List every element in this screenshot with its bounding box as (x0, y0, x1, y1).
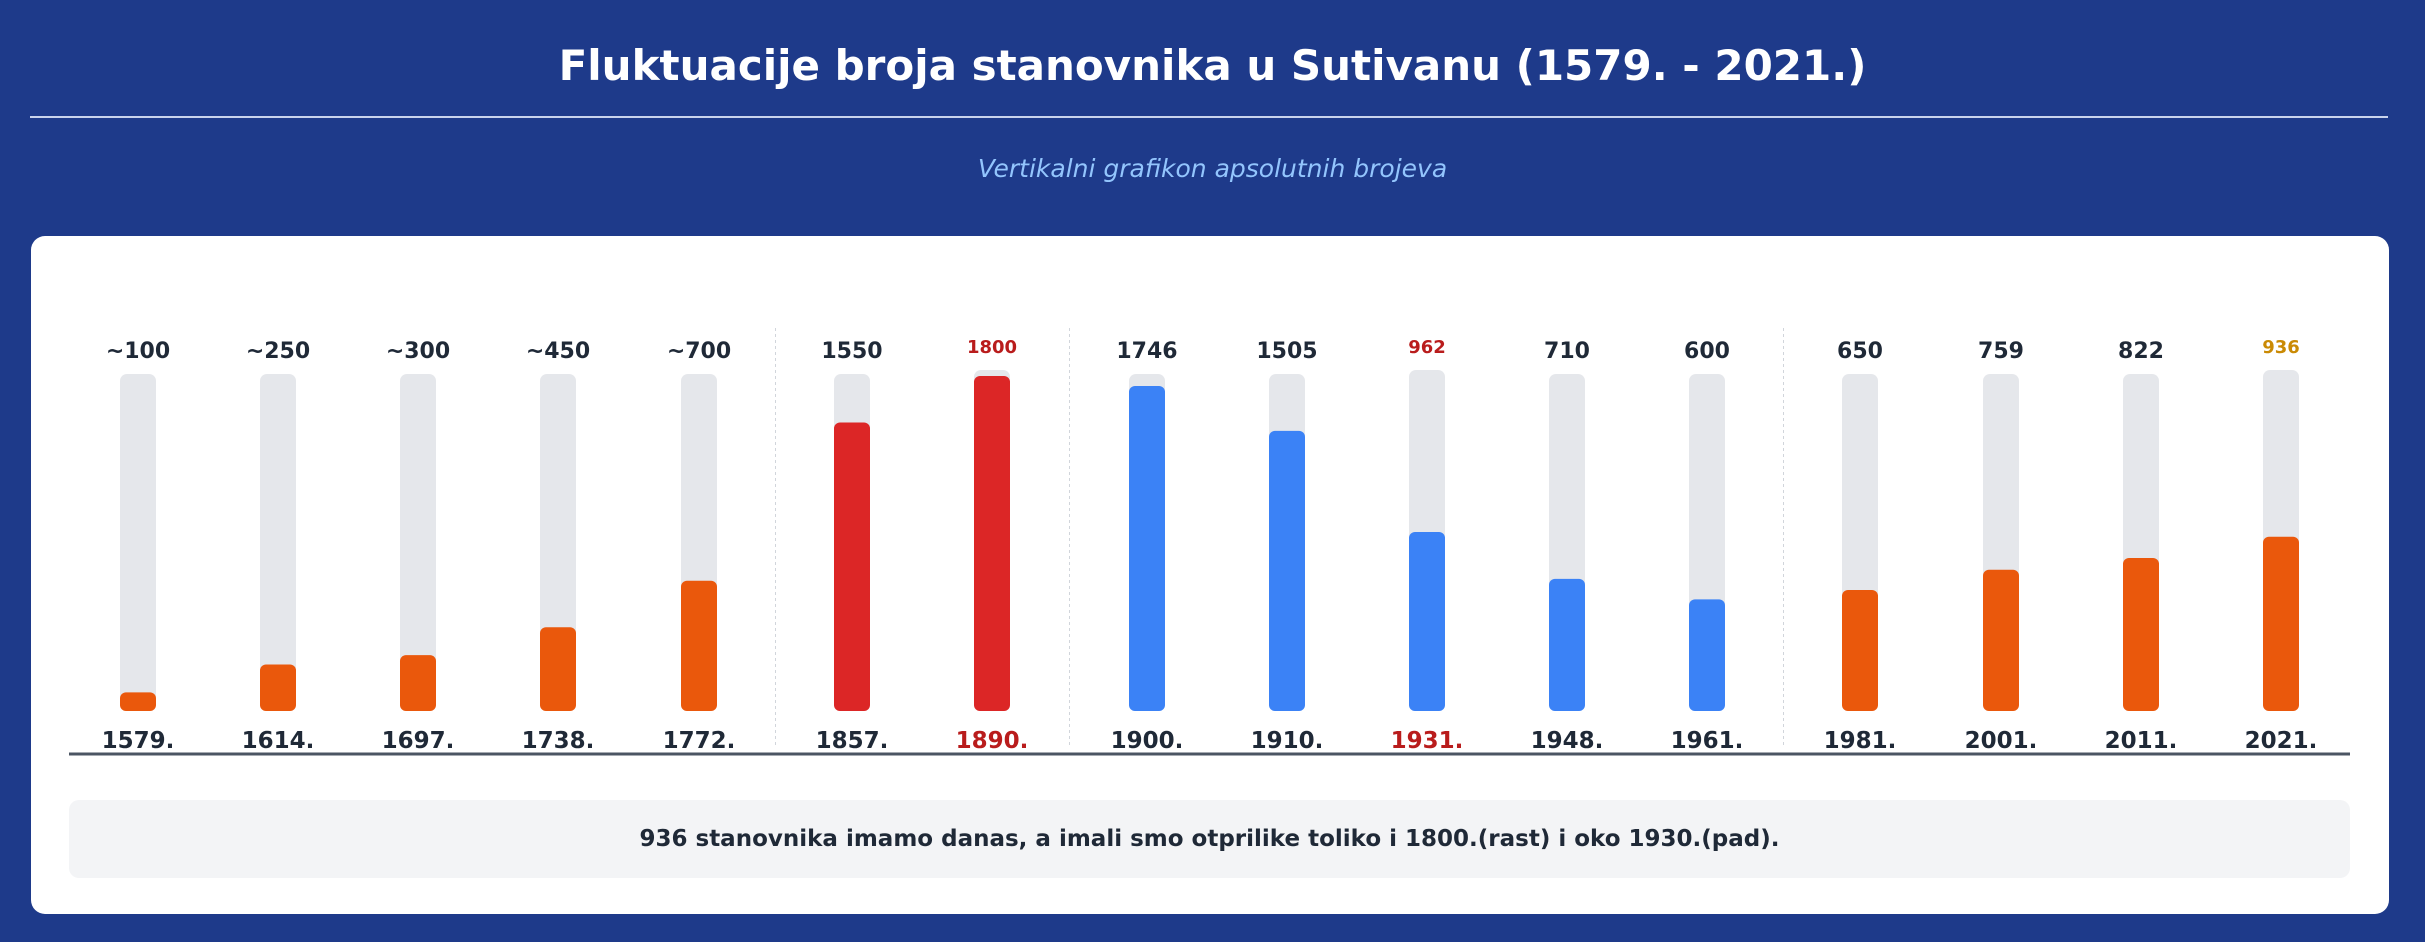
value-label: 600 (1684, 339, 1730, 364)
value-label: ~700 (667, 339, 731, 364)
category-label: 1931. (1391, 728, 1464, 754)
bar-track (120, 374, 156, 711)
category-label: 1890. (956, 728, 1029, 754)
category-label: 1900. (1111, 728, 1184, 754)
category-label: 1910. (1251, 728, 1324, 754)
category-label: 2001. (1965, 728, 2038, 754)
bar-2021 (2263, 536, 2299, 711)
value-label: 962 (1408, 337, 1446, 358)
population-chart: ~100 1579. ~250 1614. ~300 1697. ~450 1738. ~700… (69, 328, 2350, 756)
page-subtitle: Vertikalni grafikon apsolutnih brojeva (977, 154, 1448, 183)
bar-1614 (260, 664, 296, 711)
bar-1961 (1689, 599, 1725, 711)
category-label: 1948. (1531, 728, 1604, 754)
bar-track (400, 374, 436, 711)
value-label: ~450 (526, 339, 590, 364)
bar-2001 (1983, 569, 2019, 711)
value-label: 759 (1978, 339, 2024, 364)
value-label: ~100 (106, 339, 170, 364)
value-label: ~300 (386, 339, 450, 364)
category-label: 1579. (102, 728, 175, 754)
category-label: 1857. (816, 728, 889, 754)
summary-note: 936 stanovnika imamo danas, a imali smo … (69, 800, 2350, 878)
title-divider (30, 116, 2388, 118)
bar-1931 (1409, 531, 1445, 711)
value-label: 1746 (1116, 339, 1177, 364)
category-label: 1772. (663, 728, 736, 754)
bar-1981 (1842, 590, 1878, 711)
page-title: Fluktuacije broja stanovnika u Sutivanu … (558, 41, 1867, 90)
bar-1772 (681, 580, 717, 711)
bar-1697 (400, 655, 436, 711)
bar-1900 (1129, 386, 1165, 711)
bar-track (260, 374, 296, 711)
bar-1738 (540, 627, 576, 711)
value-label: 1800 (967, 337, 1017, 358)
category-label: 1614. (242, 728, 315, 754)
value-label: 936 (2262, 337, 2300, 358)
category-label: 2011. (2105, 728, 2178, 754)
bar-1948 (1549, 578, 1585, 711)
bar-2011 (2123, 558, 2159, 711)
value-label: 710 (1544, 339, 1590, 364)
chart-panel: ~100 1579. ~250 1614. ~300 1697. ~450 1738. ~700… (31, 236, 2389, 914)
value-label: 1505 (1256, 339, 1317, 364)
bar-1890 (974, 376, 1010, 711)
category-label: 2021. (2245, 728, 2318, 754)
category-label: 1981. (1824, 728, 1897, 754)
bar-1910 (1269, 430, 1305, 711)
bar-1579 (120, 692, 156, 711)
category-label: 1738. (522, 728, 595, 754)
category-label: 1961. (1671, 728, 1744, 754)
value-label: 822 (2118, 339, 2164, 364)
bar-1857 (834, 422, 870, 711)
value-label: 650 (1837, 339, 1883, 364)
value-label: 1550 (821, 339, 882, 364)
category-label: 1697. (382, 728, 455, 754)
value-label: ~250 (246, 339, 310, 364)
bar-track (540, 374, 576, 711)
